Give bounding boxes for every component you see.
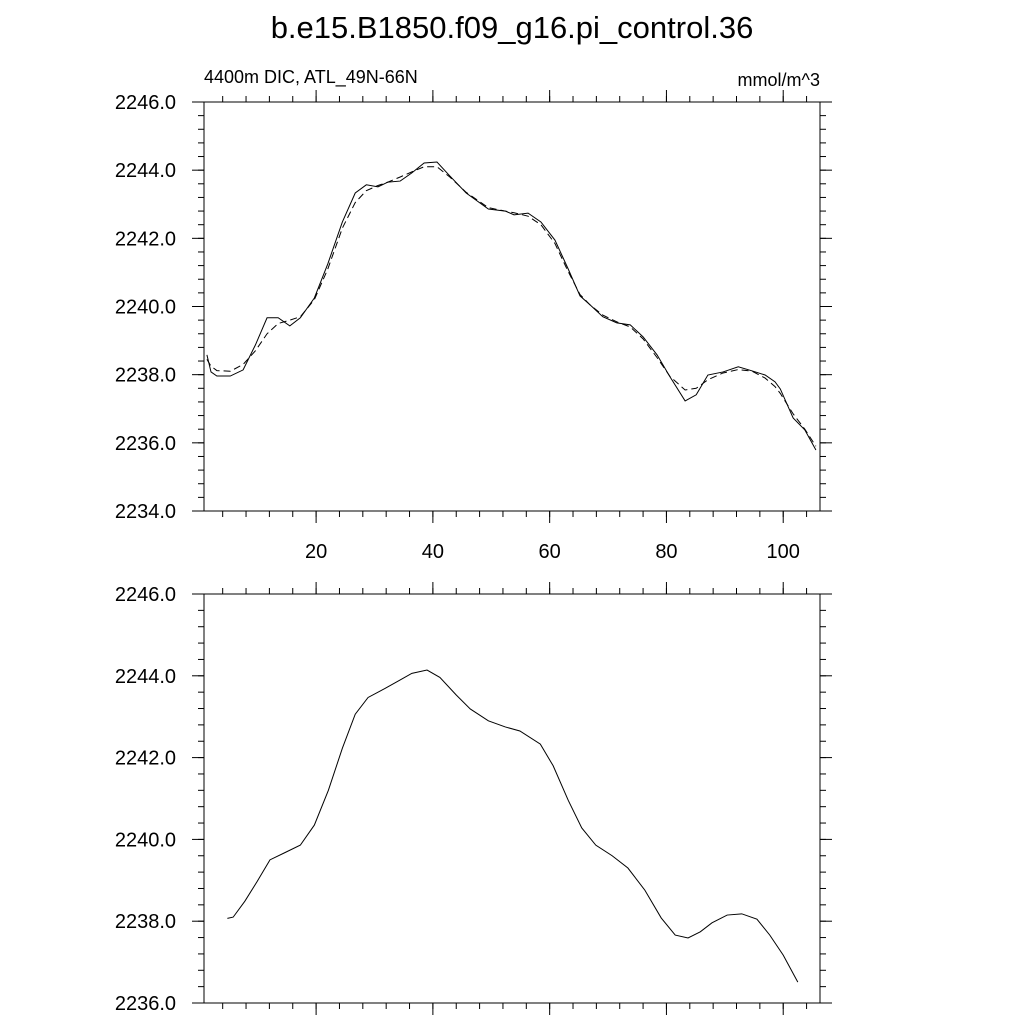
y-tick-label: 2246.0 [115, 92, 176, 114]
chart-subtitle: 4400m DIC, ATL_49N-66N [204, 67, 418, 88]
chart-title: b.e15.B1850.f09_g16.pi_control.36 [271, 10, 754, 45]
plot-frame [203, 101, 821, 512]
y-tick-label: 2242.0 [115, 228, 176, 250]
data-line [206, 161, 817, 451]
y-tick-label: 2236.0 [115, 433, 176, 455]
x-tick-label: 80 [655, 541, 677, 563]
x-tick-label: 60 [539, 541, 561, 563]
y-tick-label: 2244.0 [115, 666, 176, 688]
x-tick-label: 100 [767, 541, 800, 563]
y-tick-label: 2244.0 [115, 160, 176, 182]
x-tick-label: 20 [305, 541, 327, 563]
data-line [227, 669, 799, 983]
data-line [206, 166, 817, 447]
plot-frame [203, 593, 821, 1004]
y-tick-label: 2240.0 [115, 297, 176, 319]
units-label: mmol/m^3 [738, 70, 820, 90]
y-tick-label: 2238.0 [115, 365, 176, 387]
y-tick-label: 2246.0 [115, 584, 176, 606]
y-tick-label: 2236.0 [115, 993, 176, 1015]
y-tick-label: 2238.0 [115, 911, 176, 933]
x-tick-label: 40 [422, 541, 444, 563]
y-tick-label: 2240.0 [115, 829, 176, 851]
y-tick-label: 2242.0 [115, 748, 176, 770]
y-tick-label: 2234.0 [115, 501, 176, 523]
